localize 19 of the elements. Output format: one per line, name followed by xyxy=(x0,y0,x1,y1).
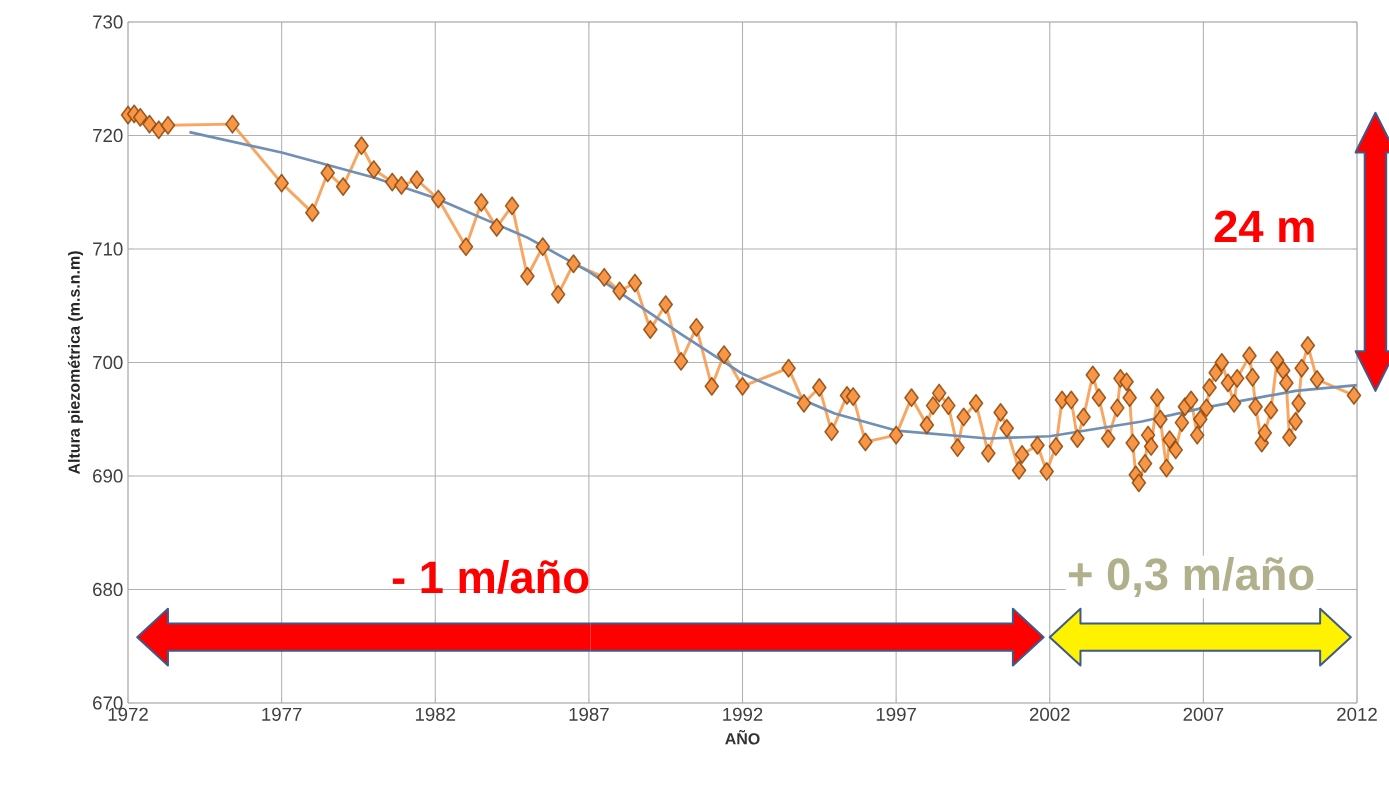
x-axis-title: AÑO xyxy=(725,730,760,745)
x-tick-label: 2012 xyxy=(1337,707,1377,721)
y-tick-label: 700 xyxy=(93,355,123,370)
y-axis-title: Altura piezométrica (m.s.n.m) xyxy=(67,251,83,475)
annotation: 24 m xyxy=(1214,210,1314,243)
x-tick-label: 1977 xyxy=(262,707,302,721)
y-tick-label: 690 xyxy=(93,469,123,483)
x-tick-label: 1992 xyxy=(723,707,763,721)
annotation: + 0,3 m/año xyxy=(1068,557,1314,597)
y-tick-label: 710 xyxy=(93,242,123,256)
x-tick-label: 1997 xyxy=(876,707,916,721)
x-tick-label: 1987 xyxy=(569,707,609,721)
x-tick-label: 2002 xyxy=(1029,707,1070,721)
y-tick-label: 730 xyxy=(93,15,123,29)
annotation: - 1 m/año xyxy=(392,560,589,594)
y-tick-label: 680 xyxy=(93,582,123,597)
x-tick-label: 1982 xyxy=(415,707,456,721)
x-tick-label: 2007 xyxy=(1183,707,1224,721)
y-tick-label: 720 xyxy=(93,128,123,143)
